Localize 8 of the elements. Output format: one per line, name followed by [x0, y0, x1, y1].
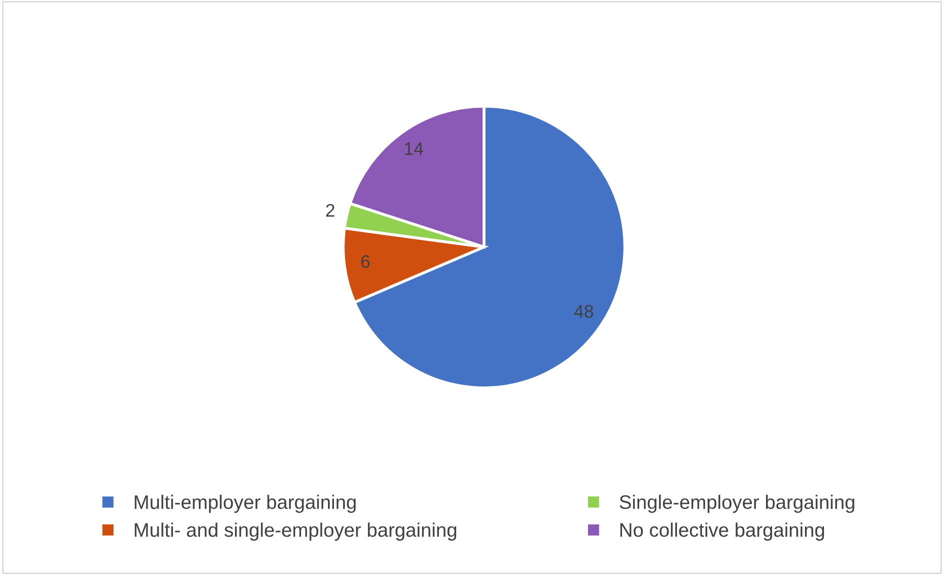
legend-label: Multi- and single-employer bargaining	[134, 522, 456, 541]
data-label: 48	[574, 304, 594, 318]
legend-label: Multi-employer bargaining	[134, 494, 356, 513]
data-label: 2	[326, 204, 334, 217]
legend-label: No collective bargaining	[620, 522, 824, 541]
data-label: 14	[404, 142, 424, 155]
legend-label: Single-employer bargaining	[620, 494, 854, 513]
data-label: 6	[361, 255, 370, 268]
